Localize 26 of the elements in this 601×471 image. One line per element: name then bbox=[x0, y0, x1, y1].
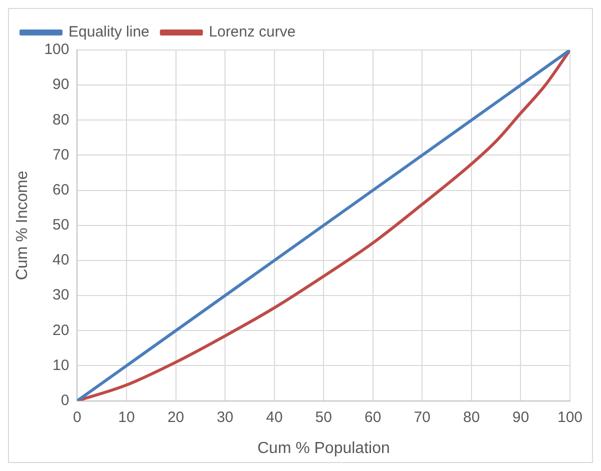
y-tick-label: 40 bbox=[52, 252, 70, 269]
x-axis-title: Cum % Population bbox=[257, 440, 390, 457]
y-tick-label: 50 bbox=[52, 216, 70, 234]
y-tick-label: 80 bbox=[52, 111, 70, 128]
legend-label: Lorenz curve bbox=[208, 24, 296, 41]
x-tick-label: 80 bbox=[463, 408, 480, 426]
y-tick-label: 100 bbox=[44, 41, 70, 58]
x-tick-label: 90 bbox=[512, 408, 530, 426]
y-tick-label: 60 bbox=[52, 181, 70, 198]
x-tick-label: 70 bbox=[414, 408, 431, 426]
y-tick-label: 10 bbox=[52, 356, 70, 374]
x-tick-label: 100 bbox=[557, 408, 583, 426]
x-tick-label: 40 bbox=[266, 408, 283, 426]
x-tick-label: 60 bbox=[364, 408, 382, 426]
x-tick-label: 20 bbox=[167, 408, 184, 426]
legend-label: Equality line bbox=[68, 24, 150, 41]
y-tick-label: 70 bbox=[52, 146, 70, 164]
y-axis-title: Cum % Income bbox=[14, 170, 32, 280]
y-tick-label: 20 bbox=[52, 322, 70, 339]
y-tick-label: 0 bbox=[60, 392, 70, 409]
x-tick-label: 50 bbox=[315, 408, 332, 426]
x-tick-label: 10 bbox=[118, 408, 135, 426]
x-tick-label: 30 bbox=[216, 408, 234, 426]
x-tick-label: 0 bbox=[73, 408, 82, 426]
y-tick-label: 90 bbox=[52, 76, 70, 94]
y-tick-label: 30 bbox=[52, 286, 70, 304]
